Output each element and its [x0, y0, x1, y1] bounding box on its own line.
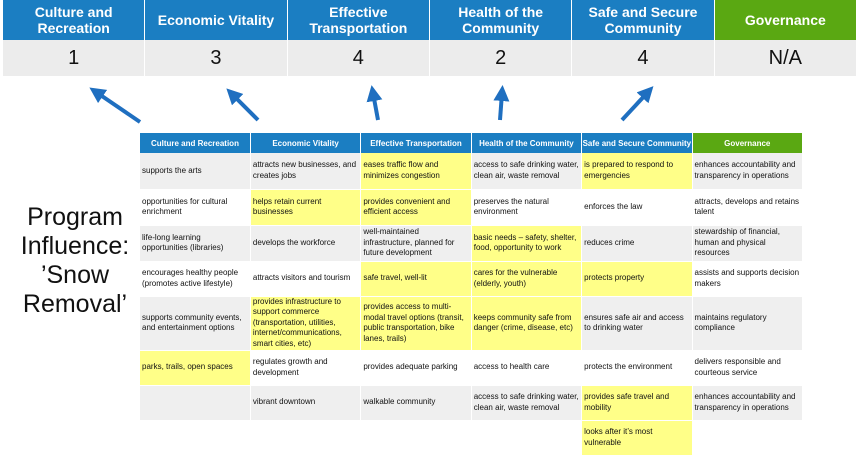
table-cell: provides access to multi-modal travel op… [360, 296, 472, 351]
table-cell [140, 420, 251, 456]
table-column-header: Governance [692, 133, 804, 153]
category-score: N/A [714, 40, 857, 76]
table-cell: enhances accountability and transparency… [692, 385, 804, 421]
table-cell: opportunities for cultural enrichment [140, 189, 251, 226]
table-cell: looks after it’s most vulnerable [581, 420, 693, 456]
table-cell: cares for the vulnerable (elderly, youth… [471, 261, 583, 297]
influence-table: Culture and Recreation Economic Vitality E… [140, 133, 804, 456]
table-column-header: Health of the Community [471, 133, 583, 153]
table-cell: attracts visitors and tourism [250, 261, 362, 297]
category-header: Culture and Recreation [3, 0, 146, 40]
table-row: parks, trails, open spaces regulates grow… [140, 350, 804, 386]
table-cell: supports community events, and entertain… [140, 296, 251, 351]
arrow-icon [493, 85, 510, 121]
table-cell: develops the workforce [250, 225, 362, 262]
table-cell: reduces crime [581, 225, 693, 262]
table-cell: provides adequate parking [360, 350, 472, 386]
table-row: supports community events, and entertain… [140, 296, 804, 351]
category-score: 1 [3, 40, 146, 76]
table-cell [471, 420, 583, 456]
table-cell: parks, trails, open spaces [140, 350, 251, 386]
table-cell: life-long learning opportunities (librar… [140, 225, 251, 262]
arrow-icon [226, 88, 260, 122]
table-cell: attracts new businesses, and creates job… [250, 153, 362, 190]
table-cell [140, 385, 251, 421]
table-cell: stewardship of financial, human and phys… [692, 225, 804, 262]
table-cell: access to safe drinking water, clean air… [471, 385, 583, 421]
table-cell: enhances accountability and transparency… [692, 153, 804, 190]
table-cell: walkable community [360, 385, 472, 421]
category-score: 4 [287, 40, 430, 76]
category-header: Safe and Secure Community [572, 0, 715, 40]
table-cell: provides safe travel and mobility [581, 385, 693, 421]
table-row: encourages healthy people (promotes acti… [140, 261, 804, 297]
table-cell: safe travel, well-lit [360, 261, 472, 297]
table-column-header: Effective Transportation [360, 133, 472, 153]
category-header: Economic Vitality [145, 0, 288, 40]
table-cell: access to health care [471, 350, 583, 386]
arrow-icon [620, 86, 654, 122]
table-cell: ensures safe air and access to drinking … [581, 296, 693, 351]
table-cell: basic needs – safety, shelter, food, opp… [471, 225, 583, 262]
category-score: 2 [429, 40, 573, 76]
table-cell: regulates growth and development [250, 350, 362, 386]
table-cell: eases traffic flow and minimizes congest… [360, 153, 472, 190]
table-cell: delivers responsible and courteous servi… [692, 350, 804, 386]
category-score: 3 [145, 40, 288, 76]
table-column-header: Culture and Recreation [140, 133, 251, 153]
table-row: looks after it’s most vulnerable [140, 420, 804, 456]
score-header: Culture and Recreation 1 Economic Vitality… [3, 0, 857, 76]
table-cell: access to safe drinking water, clean air… [471, 153, 583, 190]
table-cell: encourages healthy people (promotes acti… [140, 261, 251, 297]
table-cell: attracts, develops and retains talent [692, 189, 804, 226]
table-cell: helps retain current businesses [250, 189, 362, 226]
table-cell [250, 420, 362, 456]
table-row: opportunities for cultural enrichment hel… [140, 189, 804, 226]
arrow-icon [366, 85, 383, 121]
table-cell: preserves the natural environment [471, 189, 583, 226]
table-cell: maintains regulatory compliance [692, 296, 804, 351]
table-cell [692, 420, 804, 456]
table-cell: provides infrastructure to support comme… [250, 296, 362, 351]
table-cell: keeps community safe from danger (crime,… [471, 296, 583, 351]
table-column-header: Economic Vitality [250, 133, 362, 153]
arrow-icon [89, 87, 142, 124]
table-cell: protects the environment [581, 350, 693, 386]
table-cell: protects property [581, 261, 693, 297]
category-header: Governance [714, 0, 857, 40]
table-cell: vibrant downtown [250, 385, 362, 421]
table-cell: assists and supports decision makers [692, 261, 804, 297]
table-cell [360, 420, 472, 456]
table-cell: well-maintained infrastructure, planned … [360, 225, 472, 262]
table-row: vibrant downtown walkable community access… [140, 385, 804, 421]
arrows [89, 85, 654, 124]
table-cell: supports the arts [140, 153, 251, 190]
table-cell: is prepared to respond to emergencies [581, 153, 693, 190]
table-cell: enforces the law [581, 189, 693, 226]
table-row: supports the arts attracts new businesses… [140, 153, 804, 190]
category-header: Health of the Community [429, 0, 573, 40]
table-column-header: Safe and Secure Community [581, 133, 693, 153]
table-cell: provides convenient and efficient access [360, 189, 472, 226]
table-row: life-long learning opportunities (librar… [140, 225, 804, 262]
program-title: Program Influence: ’Snow Removal’ [20, 203, 130, 318]
category-score: 4 [572, 40, 715, 76]
category-header: Effective Transportation [287, 0, 430, 40]
